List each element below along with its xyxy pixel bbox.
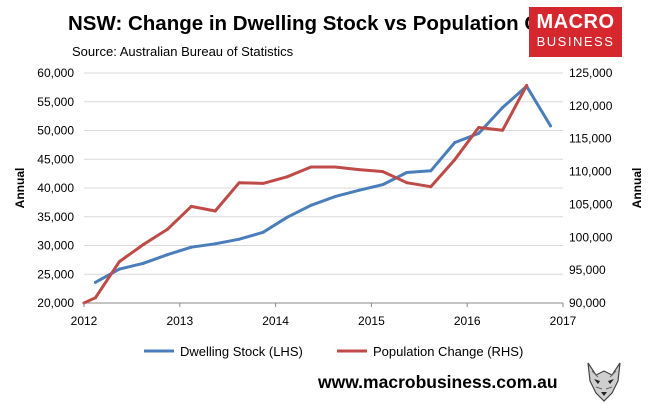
data-point <box>477 131 481 135</box>
data-point <box>453 158 457 162</box>
data-point <box>213 209 217 213</box>
data-point <box>381 183 385 187</box>
left-tick-label: 60,000 <box>37 66 74 80</box>
data-point <box>189 204 193 208</box>
data-point <box>549 124 552 128</box>
left-axis-label: Annual <box>13 168 27 209</box>
data-point <box>429 185 433 189</box>
data-point <box>429 169 433 173</box>
data-point <box>189 245 193 249</box>
data-point <box>285 215 289 219</box>
logo-line-1: MACRO <box>536 11 615 33</box>
logo-line-2: BUSINESS <box>536 34 615 49</box>
data-point <box>141 261 145 265</box>
data-point <box>261 230 265 234</box>
data-point <box>501 106 505 109</box>
right-tick-label: 110,000 <box>569 165 612 179</box>
legend-label: Population Change (RHS) <box>373 344 523 359</box>
left-tick-label: 20,000 <box>37 296 74 310</box>
right-tick-label: 105,000 <box>569 197 613 211</box>
data-point <box>525 84 529 87</box>
data-point <box>117 267 121 271</box>
data-point <box>141 243 145 246</box>
data-point <box>94 296 97 300</box>
right-tick-label: 115,000 <box>569 132 612 146</box>
data-point <box>237 237 241 241</box>
data-point <box>117 260 121 264</box>
left-tick-label: 50,000 <box>37 124 74 138</box>
left-tick-label: 30,000 <box>37 239 74 253</box>
data-point <box>453 141 457 145</box>
right-tick-label: 100,000 <box>569 230 613 244</box>
data-point <box>405 181 409 185</box>
right-axis-label: Annual <box>630 168 644 209</box>
left-tick-label: 45,000 <box>37 152 74 166</box>
data-point <box>333 195 337 199</box>
data-point <box>309 165 313 169</box>
x-tick-label: 2012 <box>71 314 98 328</box>
data-point <box>477 126 481 129</box>
macrobusiness-logo[interactable]: MACRO BUSINESS <box>529 7 622 57</box>
data-point <box>213 242 217 246</box>
x-tick-label: 2013 <box>166 314 193 328</box>
left-tick-label: 55,000 <box>37 95 74 109</box>
data-point <box>165 253 169 257</box>
right-tick-label: 95,000 <box>569 263 606 277</box>
data-point <box>333 165 337 169</box>
x-tick-label: 2017 <box>550 314 577 328</box>
data-point <box>261 181 265 185</box>
right-tick-label: 120,000 <box>569 99 613 113</box>
data-point <box>501 128 505 132</box>
right-tick-label: 125,000 <box>569 66 613 80</box>
right-tick-label: 90,000 <box>569 296 606 310</box>
series-line-1 <box>94 84 552 284</box>
x-tick-label: 2016 <box>454 314 481 328</box>
data-point <box>309 203 313 207</box>
legend-label: Dwelling Stock (LHS) <box>180 344 303 359</box>
data-point <box>405 171 409 174</box>
data-point <box>381 170 385 174</box>
left-tick-label: 40,000 <box>37 181 74 195</box>
chart-source: Source: Australian Bureau of Statistics <box>72 44 294 59</box>
data-point <box>165 227 169 231</box>
data-point <box>237 181 241 185</box>
chart-title: NSW: Change in Dwelling Stock vs Populat… <box>68 12 600 35</box>
x-tick-label: 2015 <box>358 314 385 328</box>
series-line-2 <box>82 84 529 305</box>
data-point <box>357 188 361 192</box>
data-point <box>285 175 289 179</box>
wolf-icon <box>582 359 626 403</box>
left-tick-label: 25,000 <box>37 267 74 281</box>
website-url[interactable]: www.macrobusiness.com.au <box>318 372 558 392</box>
data-point <box>94 280 97 284</box>
x-tick-label: 2014 <box>262 314 289 328</box>
left-tick-label: 35,000 <box>37 210 74 224</box>
data-point <box>357 168 361 172</box>
